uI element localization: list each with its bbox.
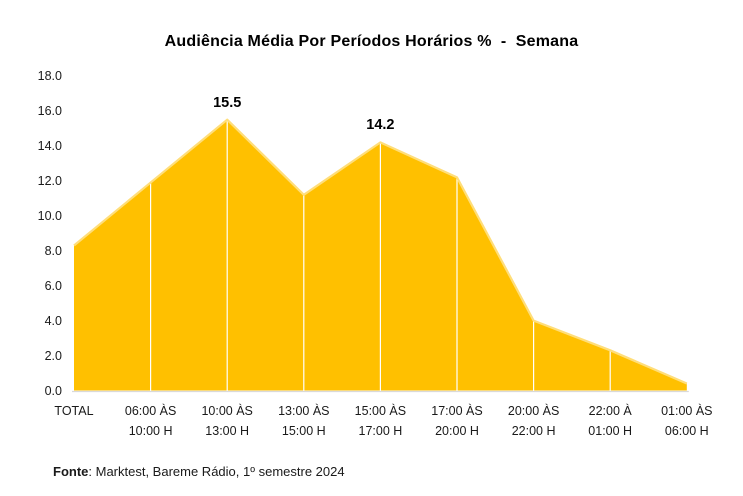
x-category-label: 15:00 ÀS 17:00 H: [354, 404, 407, 438]
y-tick-label: 6.0: [44, 278, 62, 293]
y-tick-label: 12.0: [37, 173, 62, 188]
x-category-label: 13:00 ÀS 15:00 H: [278, 404, 330, 438]
y-tick-label: 8.0: [44, 243, 62, 258]
x-category-label: 17:00 ÀS 20:00 H: [431, 404, 483, 438]
y-tick-label: 16.0: [37, 103, 62, 118]
y-tick-label: 2.0: [44, 348, 62, 363]
x-category-label: 20:00 ÀS 22:00 H: [507, 404, 560, 438]
y-tick-label: 14.0: [37, 138, 62, 153]
y-tick-label: 18.0: [37, 69, 62, 83]
area-series-edge: [73, 118, 688, 385]
source-text: : Marktest, Bareme Rádio, 1º semestre 20…: [88, 464, 345, 479]
x-category-label: TOTAL: [54, 404, 94, 418]
x-category-label: 22:00 À 01:00 H: [588, 404, 633, 438]
source-note: Fonte: Marktest, Bareme Rádio, 1º semest…: [53, 464, 345, 479]
y-tick-label: 0.0: [44, 383, 62, 398]
x-category-label: 10:00 ÀS 13:00 H: [201, 404, 253, 438]
data-label: 14.2: [366, 117, 395, 134]
x-category-label: 06:00 ÀS 10:00 H: [124, 404, 177, 438]
source-label: Fonte: [53, 464, 89, 479]
x-category-label: 01:00 ÀS 06:00 H: [661, 404, 713, 438]
y-tick-label: 4.0: [44, 313, 62, 328]
chart-title: Audiência Média Por Períodos Horários % …: [164, 33, 579, 50]
y-tick-label: 10.0: [37, 208, 62, 223]
data-label: 15.5: [213, 94, 242, 111]
